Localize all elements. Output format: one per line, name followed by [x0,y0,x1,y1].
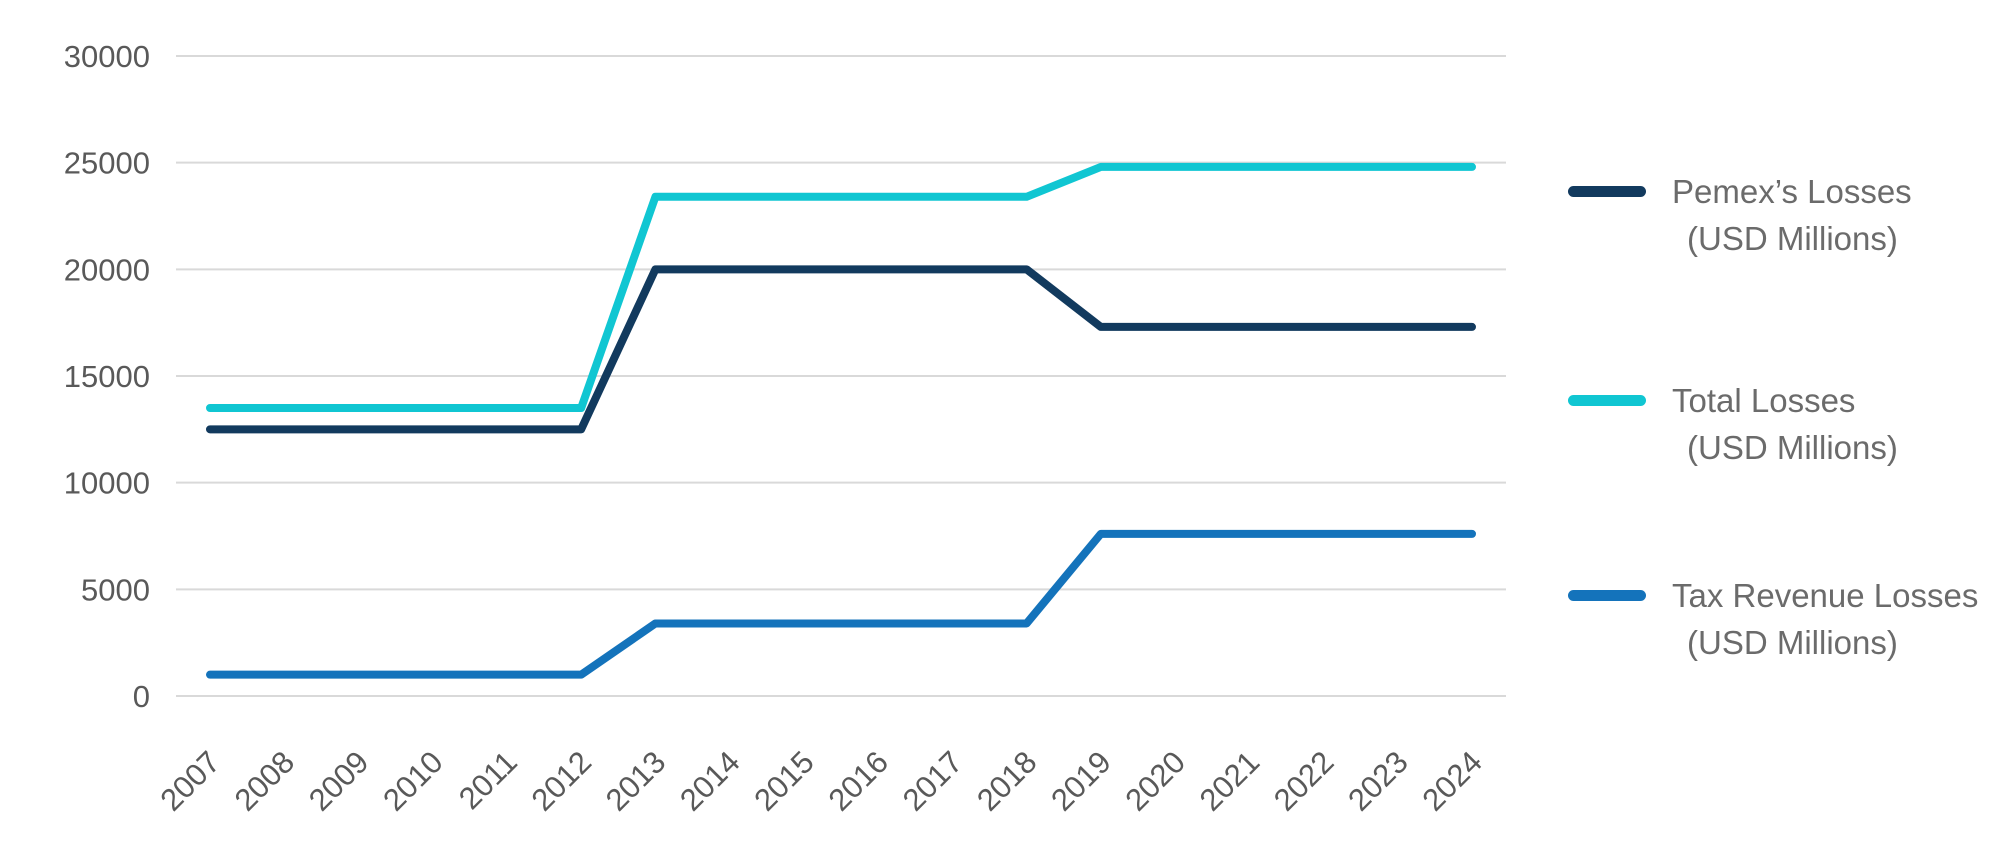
x-tick-label: 2012 [525,744,599,818]
legend-swatch-pemex-s-losses-usd-millions [1568,186,1646,197]
legend-label-total-losses-usd-millions: Total Losses (USD Millions) [1672,377,1898,471]
legend-swatch-tax-revenue-losses-usd-millions [1568,590,1646,601]
x-tick-label: 2013 [599,744,673,818]
legend-label-pemex-s-losses-usd-millions: Pemex’s Losses (USD Millions) [1672,168,1912,262]
series-line-tax-revenue-losses-usd-millions [206,529,1476,679]
x-tick-label: 2017 [896,744,970,818]
x-tick-label: 2020 [1118,744,1192,818]
y-tick-label: 20000 [64,252,150,287]
legend-label-line2: (USD Millions) [1687,624,1898,661]
legend-label-line1: Tax Revenue Losses [1672,577,1979,614]
chart-legend: Pemex’s Losses (USD Millions) Total Losses… [1568,0,2000,849]
legend-label-tax-revenue-losses-usd-millions: Tax Revenue Losses (USD Millions) [1672,572,1978,666]
y-tick-label: 0 [133,679,150,714]
series-line-pemex-s-losses-usd-millions [206,265,1476,434]
x-tick-label: 2023 [1341,744,1415,818]
series-line-total-losses-usd-millions [206,162,1476,412]
x-tick-label: 2018 [970,744,1044,818]
y-tick-label: 10000 [64,466,150,501]
y-tick-label: 30000 [64,39,150,74]
legend-label-line2: (USD Millions) [1687,220,1898,257]
legend-label-line2: (USD Millions) [1687,429,1898,466]
x-axis-tick-labels: 2007 2008 2009 2010 2011 2012 2013 2014 2015 2016… [153,744,1489,818]
x-tick-label: 2014 [673,744,747,818]
y-axis-tick-labels: 0 5000 10000 15000 20000 25000 30000 [64,39,150,714]
y-tick-label: 5000 [81,572,150,607]
x-tick-label: 2019 [1044,744,1118,818]
x-tick-label: 2009 [302,744,376,818]
x-tick-label: 2016 [822,744,896,818]
x-tick-label: 2022 [1267,744,1341,818]
x-tick-label: 2024 [1415,744,1489,818]
legend-swatch-total-losses-usd-millions [1568,395,1646,406]
legend-item-tax-revenue-losses-usd-millions: Tax Revenue Losses (USD Millions) [1568,572,1978,666]
y-tick-label: 25000 [64,146,150,181]
x-tick-label: 2007 [153,744,227,818]
x-tick-label: 2008 [228,744,302,818]
legend-label-line1: Total Losses [1672,382,1856,419]
x-tick-label: 2021 [1193,744,1267,818]
legend-item-pemex-s-losses-usd-millions: Pemex’s Losses (USD Millions) [1568,168,1912,262]
legend-item-total-losses-usd-millions: Total Losses (USD Millions) [1568,377,1898,471]
x-tick-label: 2011 [452,744,524,816]
legend-label-line1: Pemex’s Losses [1672,173,1912,210]
x-tick-label: 2010 [376,744,450,818]
gridlines [176,55,1506,697]
x-tick-label: 2015 [747,744,821,818]
y-tick-label: 15000 [64,359,150,394]
